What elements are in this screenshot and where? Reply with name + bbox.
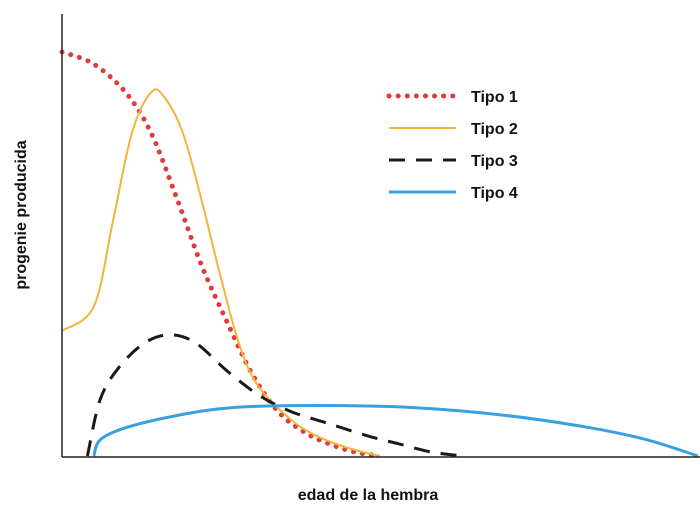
- series-line-2: [61, 88, 381, 457]
- series-line-3: [85, 333, 463, 458]
- legend: Tipo 1 Tipo 2 Tipo 3 Tipo 4: [386, 89, 518, 202]
- legend-label-2: Tipo 2: [471, 121, 518, 138]
- x-axis-title: edad de la hembra: [298, 487, 439, 504]
- series-line-1: [59, 49, 383, 459]
- series-line-4: [92, 403, 699, 458]
- legend-label-4: Tipo 4: [471, 185, 518, 202]
- y-axis-title: progenie producida: [13, 140, 30, 289]
- legend-label-1: Tipo 1: [471, 89, 518, 106]
- plot-lines: [59, 49, 699, 459]
- legend-label-3: Tipo 3: [471, 153, 518, 170]
